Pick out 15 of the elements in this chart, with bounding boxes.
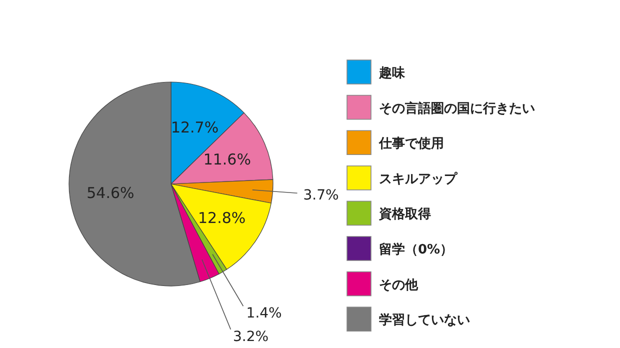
data-label: 54.6% — [86, 184, 134, 202]
data-label: 11.6% — [203, 150, 251, 169]
data-label: 12.7% — [170, 118, 219, 137]
legend-label: その他 — [379, 278, 419, 293]
legend-label: 学習していない — [379, 313, 470, 328]
data-label: 12.8% — [198, 209, 246, 228]
data-label: 1.4% — [246, 305, 282, 322]
legend-label: 仕事で使用 — [378, 136, 444, 152]
legend-label: 趣味 — [378, 66, 406, 81]
legend-label: スキルアップ — [379, 170, 458, 187]
legend-label: 留学（0%） — [379, 242, 454, 258]
data-label: 3.7% — [303, 188, 339, 204]
legend-label: 資格取得 — [378, 207, 431, 222]
data-label: 3.2% — [232, 328, 269, 345]
legend-label: その言語圏の国に行きたい — [379, 100, 535, 116]
